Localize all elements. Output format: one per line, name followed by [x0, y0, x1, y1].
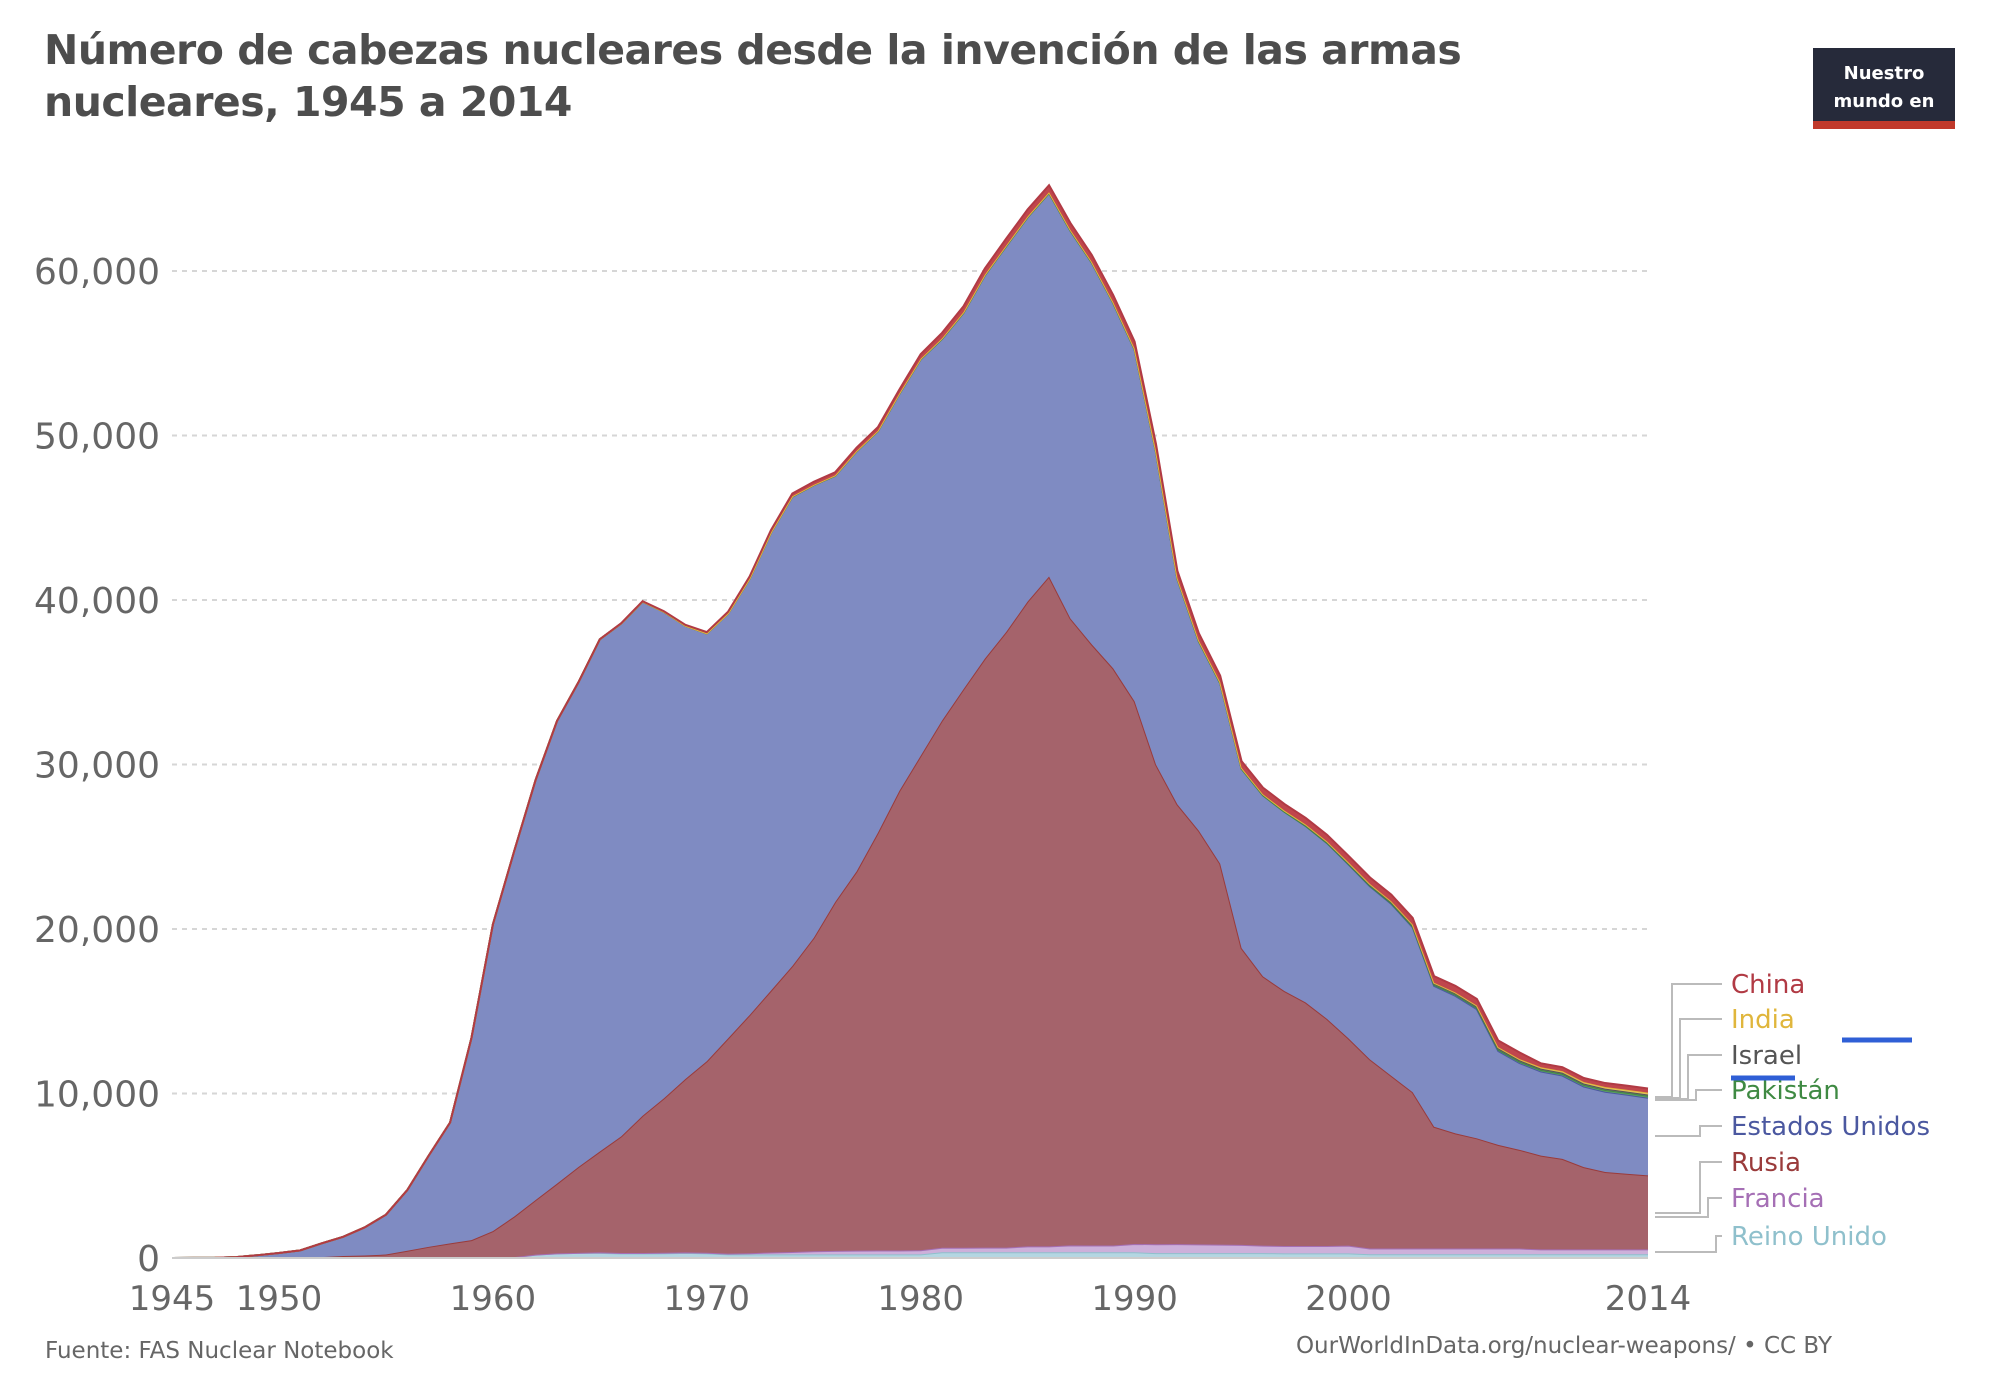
- legend-label: Rusia: [1731, 1148, 1801, 1178]
- legend-connector: [1655, 1054, 1722, 1100]
- legend-label: Reino Unido: [1731, 1222, 1887, 1252]
- legend-label: Francia: [1731, 1184, 1825, 1214]
- line-china: [171, 183, 1649, 1259]
- y-tick-label: 30,000: [34, 746, 160, 787]
- y-tick-label: 10,000: [34, 1075, 160, 1116]
- legend-label: China: [1731, 970, 1805, 1000]
- x-tick-label: 2000: [1305, 1279, 1392, 1319]
- y-tick-label: 40,000: [34, 581, 160, 622]
- y-tick-label: 60,000: [34, 252, 160, 293]
- x-tick-label: 1970: [664, 1279, 751, 1319]
- source-note: Fuente: FAS Nuclear Notebook: [45, 1338, 394, 1364]
- x-tick-label: 1990: [1091, 1279, 1178, 1319]
- legend-connector: [1655, 1125, 1722, 1137]
- logo-line-2: mundo en: [1833, 91, 1935, 112]
- legend-label: India: [1731, 1005, 1795, 1035]
- area-estados-unidos: [172, 192, 1648, 1259]
- legend-label: Estados Unidos: [1731, 1112, 1930, 1142]
- x-tick-label: 1960: [450, 1279, 537, 1319]
- chart-title: Número de cabezas nucleares desde la inv…: [44, 26, 1462, 126]
- y-tick-label: 20,000: [34, 910, 160, 951]
- logo-bar: [1813, 121, 1955, 129]
- legend-connector: [1655, 1161, 1722, 1214]
- y-tick-label: 50,000: [34, 417, 160, 458]
- legend-label: Pakistán: [1731, 1076, 1840, 1106]
- logo-line-1: Nuestro: [1843, 63, 1925, 84]
- legend-label: Israel: [1731, 1041, 1802, 1071]
- area-rusia: [172, 576, 1648, 1258]
- x-tick-label: 1945: [129, 1279, 216, 1319]
- legend-connector: [1655, 1089, 1722, 1101]
- owid-logo[interactable]: Nuestro mundo en: [1813, 48, 1955, 129]
- y-tick-label: 0: [137, 1239, 160, 1280]
- x-tick-label: 1950: [236, 1279, 323, 1319]
- x-tick-label: 2014: [1605, 1279, 1692, 1319]
- legend-connector: [1655, 1235, 1722, 1253]
- license-link[interactable]: OurWorldInData.org/nuclear-weapons/ • CC…: [1295, 1333, 1832, 1359]
- x-tick-label: 1980: [877, 1279, 964, 1319]
- legend-connector: [1655, 1197, 1722, 1218]
